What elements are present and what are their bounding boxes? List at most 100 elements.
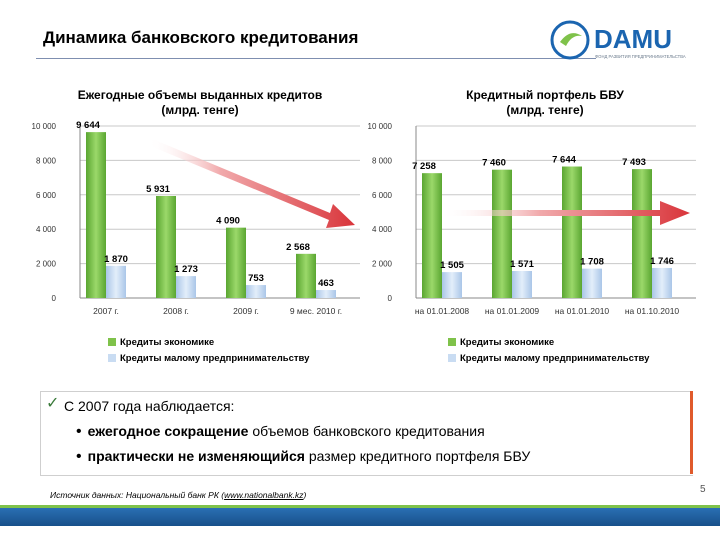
data-label: 4 090: [216, 216, 240, 227]
logo-leaf-icon: [560, 33, 582, 46]
bar-small-business: [316, 290, 336, 298]
bullet-text: объемов банковского кредитования: [248, 423, 485, 439]
logo-subtitle: ФОНД РАЗВИТИЯ ПРЕДПРИНИМАТЕЛЬСТВА: [595, 54, 686, 59]
y-tick-label: 10 000: [32, 122, 57, 131]
data-label: 7 258: [412, 161, 436, 172]
data-source: Источник данных: Национальный банк РК (w…: [50, 490, 306, 500]
source-link[interactable]: www.nationalbank.kz: [224, 490, 304, 500]
chart2: 0 2 000 4 000 6 000 8 000 10 000 7 258 1 505 на …: [368, 122, 696, 316]
data-label: 1 505: [440, 260, 464, 271]
data-label: 2 568: [286, 242, 310, 253]
x-category-label: 2008 г.: [163, 306, 189, 316]
chart1-legend: Кредиты экономике Кредиты малому предпри…: [108, 334, 309, 366]
chart2-legend: Кредиты экономике Кредиты малому предпри…: [448, 334, 649, 366]
bar-economy: [156, 195, 176, 298]
charts-canvas: 0 2 000 4 000 6 000 8 000 10 000 9 644 1 870 200…: [32, 120, 696, 316]
y-tick-label: 4 000: [36, 225, 57, 234]
legend-swatch-blue: [108, 354, 116, 362]
y-tick-label: 6 000: [36, 191, 57, 200]
x-category-label: на 01.01.2010: [555, 306, 610, 316]
chart2-trend-arrow-icon: [440, 201, 690, 225]
checkmark-icon: ✓: [46, 395, 60, 412]
y-tick-label: 4 000: [372, 225, 393, 234]
bar-economy: [562, 166, 582, 298]
x-category-label: 2007 г.: [93, 306, 119, 316]
bullet-dot-icon: •: [76, 448, 82, 465]
bullet-text: размер кредитного портфеля БВУ: [304, 448, 531, 464]
summary-bullet-2: • практически не изменяющийся размер кред…: [76, 448, 530, 466]
chart2-title: Кредитный портфель БВУ (млрд. тенге): [420, 88, 670, 118]
bar-small-business: [582, 268, 602, 298]
data-label: 1 708: [580, 257, 604, 268]
y-tick-label: 8 000: [36, 156, 57, 165]
bar-small-business: [176, 276, 196, 298]
legend-swatch-green: [108, 338, 116, 346]
data-label: 753: [248, 273, 264, 284]
y-tick-label: 8 000: [372, 156, 393, 165]
source-prefix: Источник данных: Национальный банк РК (: [50, 490, 225, 500]
bar-small-business: [512, 270, 532, 298]
chart1: 0 2 000 4 000 6 000 8 000 10 000 9 644 1 870 200…: [32, 120, 360, 316]
source-suffix: ): [303, 490, 307, 500]
legend-swatch-green: [448, 338, 456, 346]
legend-label: Кредиты экономике: [460, 336, 555, 348]
bullet-bold: практически не изменяющийся: [87, 448, 305, 464]
footer-accent: [0, 505, 720, 508]
summary-bullet-1: • ежегодное сокращение объемов банковског…: [76, 423, 485, 441]
chart2-title-text: Кредитный портфель БВУ (млрд. тенге): [466, 88, 624, 117]
y-tick-label: 10 000: [368, 122, 393, 131]
bar-small-business: [442, 272, 462, 298]
page-title: Динамика банковского кредитования: [43, 28, 359, 47]
bar-small-business: [652, 267, 672, 298]
data-label: 9 644: [76, 120, 100, 131]
bar-small-business: [246, 285, 266, 298]
bar-economy: [226, 227, 246, 298]
data-label: 7 460: [482, 158, 506, 169]
legend-swatch-blue: [448, 354, 456, 362]
logo-text: DAMU: [594, 24, 672, 54]
data-label: 1 746: [650, 256, 674, 267]
data-label: 1 571: [510, 259, 534, 270]
legend-label: Кредиты малому предпринимательству: [460, 352, 650, 364]
page-number: 5: [700, 484, 706, 495]
chart1-trend-arrow-icon: [148, 138, 355, 228]
y-tick-label: 0: [388, 294, 393, 303]
footer-bar: [0, 508, 720, 526]
chart1-title-text: Ежегодные объемы выданных кредитов (млрд…: [77, 88, 323, 117]
bar-economy: [86, 132, 106, 298]
title-divider: [36, 58, 596, 59]
bar-small-business: [106, 265, 126, 298]
y-tick-label: 2 000: [372, 260, 393, 269]
x-category-label: 2009 г.: [233, 306, 259, 316]
data-label: 463: [318, 278, 334, 289]
bar-economy: [422, 173, 442, 298]
x-category-label: на 01.01.2009: [485, 306, 540, 316]
legend-label: Кредиты малому предпринимательству: [120, 352, 310, 364]
x-category-label: на 01.10.2010: [625, 306, 680, 316]
logo-ring-icon: [550, 20, 590, 60]
bar-economy: [632, 169, 652, 298]
x-category-label: 9 мес. 2010 г.: [290, 306, 342, 316]
y-tick-label: 2 000: [36, 260, 57, 269]
chart1-title: Ежегодные объемы выданных кредитов (млрд…: [40, 88, 360, 118]
y-tick-label: 6 000: [372, 191, 393, 200]
legend-label: Кредиты экономике: [120, 336, 215, 348]
summary-box: [40, 391, 693, 476]
data-label: 1 870: [104, 254, 128, 265]
bar-economy: [492, 169, 512, 298]
legend-item-economy: Кредиты экономике: [108, 334, 309, 350]
bar-economy: [296, 253, 316, 298]
legend-item-small-business: Кредиты малому предпринимательству: [448, 350, 649, 366]
damu-logo: DAMU ФОНД РАЗВИТИЯ ПРЕДПРИНИМАТЕЛЬСТВА: [550, 20, 686, 60]
bullet-dot-icon: •: [76, 423, 82, 440]
data-label: 1 273: [174, 264, 198, 275]
legend-item-small-business: Кредиты малому предпринимательству: [108, 350, 309, 366]
y-tick-label: 0: [52, 294, 57, 303]
summary-box-accent: [690, 391, 693, 474]
data-label: 7 644: [552, 155, 576, 166]
x-category-label: на 01.01.2008: [415, 306, 470, 316]
data-label: 5 931: [146, 184, 170, 195]
bullet-bold: ежегодное сокращение: [87, 423, 249, 439]
data-label: 7 493: [622, 157, 646, 168]
summary-lead: С 2007 года наблюдается:: [64, 398, 235, 414]
